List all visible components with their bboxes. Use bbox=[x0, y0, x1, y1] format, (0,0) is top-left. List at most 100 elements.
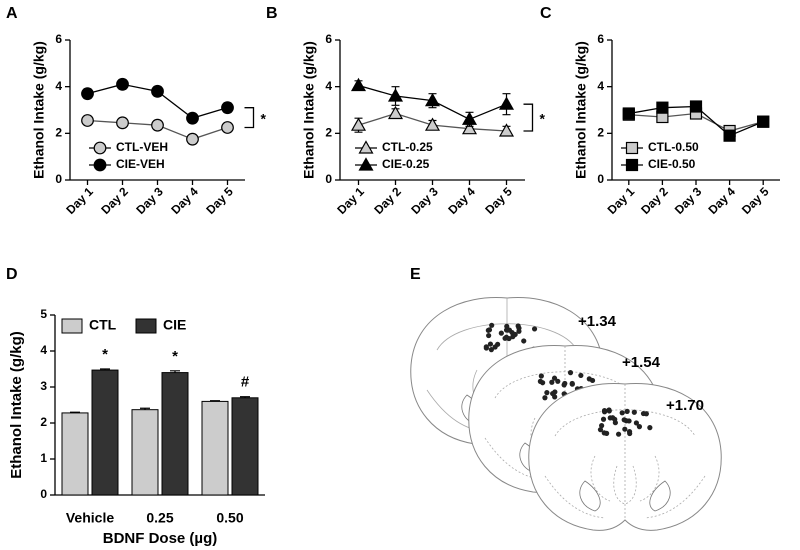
significance-marker: # bbox=[241, 374, 250, 391]
injection-site bbox=[512, 331, 518, 338]
y-tick-label: 1 bbox=[40, 451, 47, 465]
bar bbox=[61, 412, 89, 496]
injection-site bbox=[599, 423, 605, 429]
bar bbox=[231, 397, 259, 496]
marker bbox=[723, 129, 736, 142]
marker bbox=[116, 116, 129, 130]
injection-site bbox=[647, 425, 653, 431]
brain-section bbox=[528, 383, 722, 531]
legend-label: CTL-VEH bbox=[116, 140, 168, 154]
x-tick-label: Day 4 bbox=[445, 184, 478, 217]
bar bbox=[201, 400, 229, 496]
y-tick-label: 0 bbox=[325, 172, 332, 186]
section-label: +1.54 bbox=[622, 354, 661, 371]
marker bbox=[221, 121, 234, 134]
y-tick-label: 2 bbox=[325, 126, 332, 140]
injection-site bbox=[624, 408, 630, 414]
y-tick-label: 2 bbox=[40, 415, 47, 429]
marker bbox=[221, 101, 234, 115]
y-tick-label: 0 bbox=[597, 172, 604, 186]
x-tick-label: Day 1 bbox=[605, 184, 638, 217]
x-tick-label: 0.25 bbox=[146, 510, 173, 526]
y-axis-title: Ethanol Intake (g/kg) bbox=[31, 41, 47, 179]
injection-site bbox=[586, 376, 592, 382]
y-axis-title: Ethanol Intake (g/kg) bbox=[301, 41, 317, 179]
injection-site bbox=[619, 410, 625, 416]
marker bbox=[93, 158, 107, 172]
legend-label: CIE-VEH bbox=[116, 157, 165, 171]
legend-swatch bbox=[135, 318, 157, 334]
y-tick-label: 6 bbox=[597, 32, 604, 46]
legend-label: CTL bbox=[89, 317, 117, 333]
injection-site bbox=[486, 327, 493, 333]
marker bbox=[350, 117, 367, 131]
injection-site bbox=[504, 323, 510, 329]
y-tick-label: 2 bbox=[597, 126, 604, 140]
y-tick-label: 4 bbox=[597, 79, 604, 93]
injection-site bbox=[633, 420, 640, 426]
injection-site bbox=[551, 375, 558, 381]
injection-site bbox=[521, 338, 527, 344]
x-tick-label: Day 3 bbox=[408, 184, 441, 217]
x-tick-label: Day 4 bbox=[168, 184, 201, 217]
injection-site bbox=[542, 395, 548, 401]
injection-site bbox=[604, 430, 610, 436]
marker bbox=[116, 77, 129, 91]
error-bar bbox=[210, 400, 220, 402]
marker bbox=[151, 84, 164, 98]
legend-label: CIE-0.25 bbox=[382, 157, 430, 171]
injection-site bbox=[612, 416, 618, 422]
x-tick-label: Day 3 bbox=[133, 184, 166, 217]
injection-site bbox=[636, 424, 643, 430]
x-tick-label: Day 5 bbox=[739, 184, 772, 217]
y-tick-label: 3 bbox=[40, 379, 47, 393]
x-tick-label: Day 1 bbox=[334, 184, 367, 217]
injection-site bbox=[601, 409, 608, 415]
marker bbox=[424, 92, 441, 107]
injection-site bbox=[622, 426, 628, 432]
injection-site bbox=[549, 379, 555, 385]
injection-site bbox=[640, 410, 647, 417]
injection-site bbox=[621, 417, 627, 423]
injection-site bbox=[626, 418, 632, 424]
y-tick-label: 4 bbox=[55, 79, 62, 93]
bar bbox=[161, 372, 189, 496]
y-axis-title: Ethanol Intake (g/kg) bbox=[8, 331, 25, 479]
legend-label: CTL-0.50 bbox=[648, 140, 699, 154]
y-axis-title: Ethanol Intake (g/kg) bbox=[573, 41, 589, 179]
y-tick-label: 0 bbox=[40, 487, 47, 501]
marker bbox=[656, 101, 669, 114]
x-axis-title: BDNF Dose (µg) bbox=[103, 530, 217, 547]
bar bbox=[131, 409, 159, 496]
injection-site bbox=[631, 409, 637, 415]
injection-site bbox=[483, 345, 489, 351]
error-bar bbox=[140, 407, 150, 410]
injection-site bbox=[516, 328, 522, 334]
x-tick-label: Day 5 bbox=[482, 184, 515, 217]
marker bbox=[625, 158, 639, 172]
y-tick-label: 6 bbox=[55, 32, 62, 46]
injection-site bbox=[488, 347, 494, 353]
marker bbox=[498, 123, 515, 137]
x-tick-label: Day 1 bbox=[63, 184, 96, 217]
significance-marker: * bbox=[540, 110, 546, 126]
bar bbox=[91, 369, 119, 496]
significance-marker: * bbox=[172, 348, 178, 365]
y-tick-label: 0 bbox=[55, 172, 62, 186]
x-tick-label: Day 4 bbox=[705, 184, 738, 217]
marker bbox=[186, 132, 199, 146]
error-bar bbox=[100, 368, 110, 371]
injection-site bbox=[489, 322, 495, 328]
injection-site bbox=[502, 335, 508, 341]
marker bbox=[358, 140, 374, 154]
significance-bracket bbox=[244, 107, 255, 129]
marker bbox=[358, 157, 374, 171]
panel-letter: C bbox=[540, 5, 552, 22]
section-label: +1.70 bbox=[666, 397, 704, 414]
injection-site bbox=[555, 378, 561, 384]
marker bbox=[625, 141, 639, 155]
injection-site bbox=[544, 390, 550, 396]
marker bbox=[622, 107, 635, 120]
injection-site bbox=[538, 373, 544, 379]
